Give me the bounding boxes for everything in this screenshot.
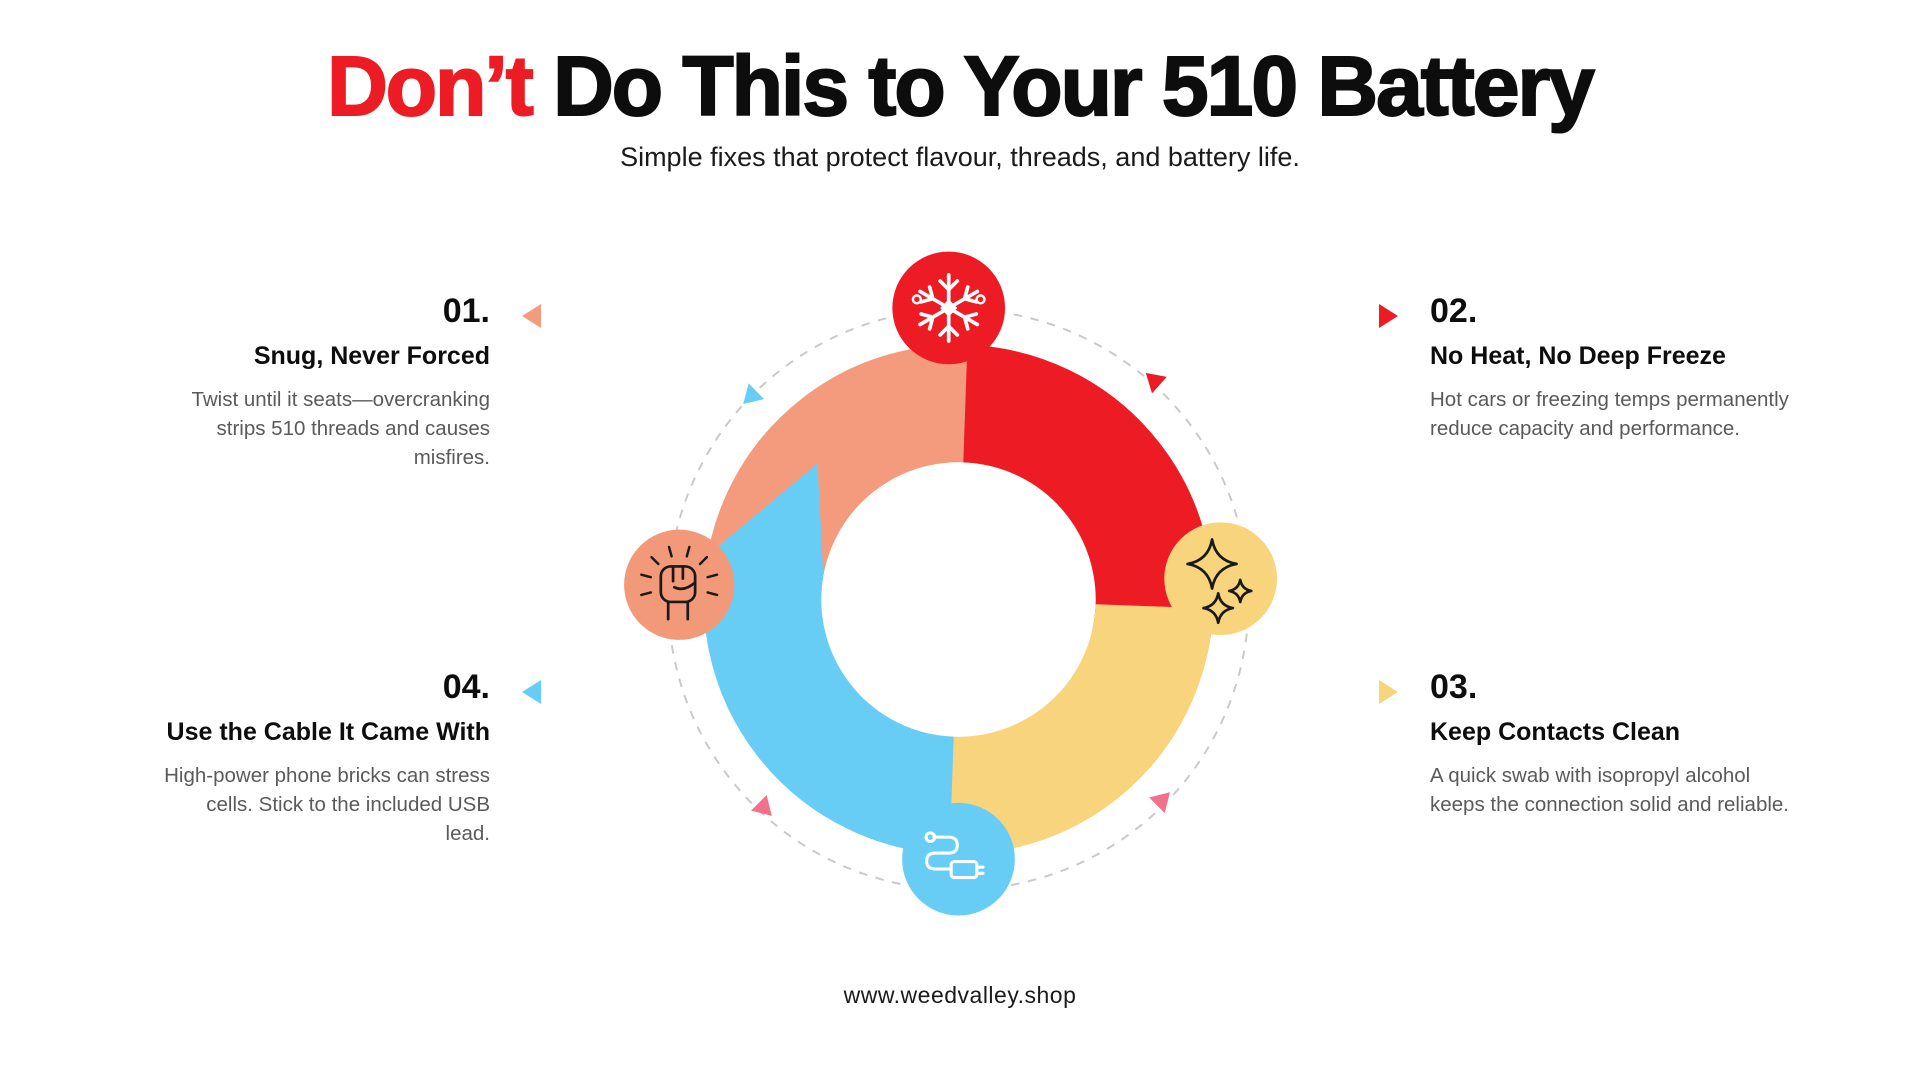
section-01: 01. Snug, Never Forced Twist until it se… — [140, 292, 490, 472]
section-03: 03. Keep Contacts Clean A quick swab wit… — [1430, 668, 1790, 819]
section-02-pointer-triangle-icon — [1379, 304, 1398, 328]
section-01-body: Twist until it seats—overcranking strips… — [191, 388, 490, 470]
badge-use-included-cable — [902, 802, 1015, 916]
section-02-body: Hot cars or freezing temps permanently r… — [1430, 388, 1789, 441]
ring-triangle-top-right-icon — [1138, 364, 1167, 394]
pinwheel-diagram — [624, 251, 1277, 916]
section-01-number: 01. — [442, 292, 490, 330]
section-03-title: Keep Contacts Clean — [1430, 718, 1681, 746]
ring-triangle-bottom-right-icon — [1149, 784, 1178, 814]
ring-triangle-bottom-left-icon — [751, 795, 780, 824]
page-title: Don’t Do This to Your 510 Battery — [0, 39, 1920, 133]
website-url: www.weedvalley.shop — [843, 982, 1077, 1008]
section-01-pointer-triangle-icon — [522, 304, 541, 328]
section-03-pointer-triangle-icon — [1379, 680, 1398, 704]
section-03-body: A quick swab with isopropyl alcohol keep… — [1430, 764, 1789, 817]
title-accent-word: Don’t — [326, 39, 535, 133]
section-02-number: 02. — [1430, 292, 1478, 330]
badge-circle-yellow — [1164, 522, 1277, 636]
section-04: 04. Use the Cable It Came With High-powe… — [160, 668, 490, 848]
badge-circle-blue — [902, 802, 1015, 916]
badge-no-heat-freeze — [892, 251, 1006, 365]
section-04-number: 04. — [442, 668, 490, 706]
section-02: 02. No Heat, No Deep Freeze Hot cars or … — [1430, 292, 1790, 443]
header: Don’t Do This to Your 510 Battery Simple… — [0, 39, 1920, 173]
section-04-body: High-power phone bricks can stress cells… — [164, 764, 490, 846]
badge-keep-contacts-clean — [1164, 522, 1277, 636]
section-04-pointer-triangle-icon — [522, 680, 541, 704]
section-01-title: Snug, Never Forced — [253, 342, 490, 370]
page-subtitle: Simple fixes that protect flavour, threa… — [620, 142, 1300, 173]
fist-icon — [640, 545, 719, 621]
badge-circle-salmon — [624, 529, 735, 640]
snowflake-icon — [911, 273, 986, 343]
section-03-number: 03. — [1430, 668, 1478, 706]
section-02-title: No Heat, No Deep Freeze — [1430, 342, 1726, 370]
section-04-title: Use the Cable It Came With — [166, 718, 490, 746]
badge-snug-never-forced — [624, 529, 735, 640]
cable-icon — [924, 831, 985, 880]
title-rest: Do This to Your 510 Battery — [552, 39, 1596, 133]
